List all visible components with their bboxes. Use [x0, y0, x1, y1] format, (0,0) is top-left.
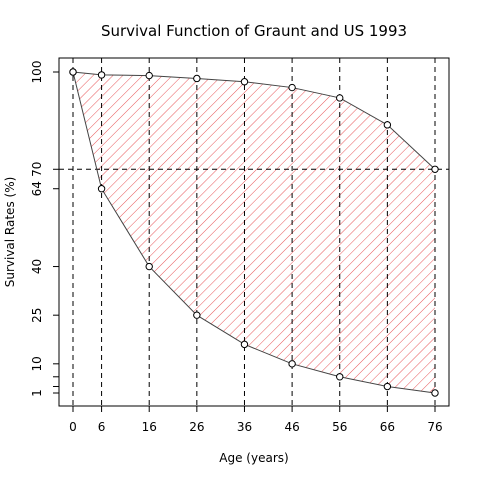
- data-point-upper: [193, 74, 201, 83]
- x-tick-label: 56: [332, 420, 347, 434]
- x-tick-label: 76: [427, 420, 442, 434]
- x-tick-label: 16: [142, 420, 157, 434]
- x-axis-label: Age (years): [219, 451, 288, 465]
- data-point-lower: [431, 389, 439, 397]
- y-axis-label: Survival Rates (%): [3, 177, 17, 288]
- data-point-lower: [240, 340, 249, 349]
- data-point-upper: [336, 94, 344, 102]
- data-point-upper: [145, 71, 153, 80]
- data-point-lower: [97, 185, 106, 193]
- data-point-upper: [383, 121, 392, 129]
- y-tick-label: 1: [30, 389, 44, 397]
- plot-area: 0 6 16 26 36 46 56 66 76 1 10 25 40 64 70 100: [30, 57, 450, 434]
- data-point-lower: [193, 311, 201, 319]
- data-point-lower: [383, 382, 392, 391]
- x-tick-label: 0: [69, 420, 77, 434]
- y-tick-label: 10: [30, 356, 44, 371]
- hatched-area: [73, 72, 435, 393]
- x-tick-label: 46: [284, 420, 299, 434]
- data-point-upper: [97, 71, 106, 79]
- y-tick-label: 70: [30, 162, 44, 177]
- y-tick-label: 25: [30, 308, 44, 323]
- data-point-lower: [336, 373, 344, 381]
- data-point-upper: [431, 165, 439, 173]
- data-point-upper: [240, 78, 249, 86]
- data-point-lower: [69, 68, 77, 76]
- data-point-upper: [288, 83, 296, 92]
- y-tick-label: 64: [30, 181, 44, 196]
- x-tick-label: 26: [189, 420, 204, 434]
- chart-title: Survival Function of Graunt and US 1993: [101, 22, 407, 40]
- data-point-lower: [145, 262, 153, 271]
- y-tick-label: 40: [30, 259, 44, 274]
- x-tick-label: 6: [98, 420, 106, 434]
- y-tick-label: 100: [30, 61, 44, 84]
- x-tick-label: 36: [237, 420, 252, 434]
- data-point-lower: [288, 360, 296, 368]
- x-tick-label: 66: [380, 420, 395, 434]
